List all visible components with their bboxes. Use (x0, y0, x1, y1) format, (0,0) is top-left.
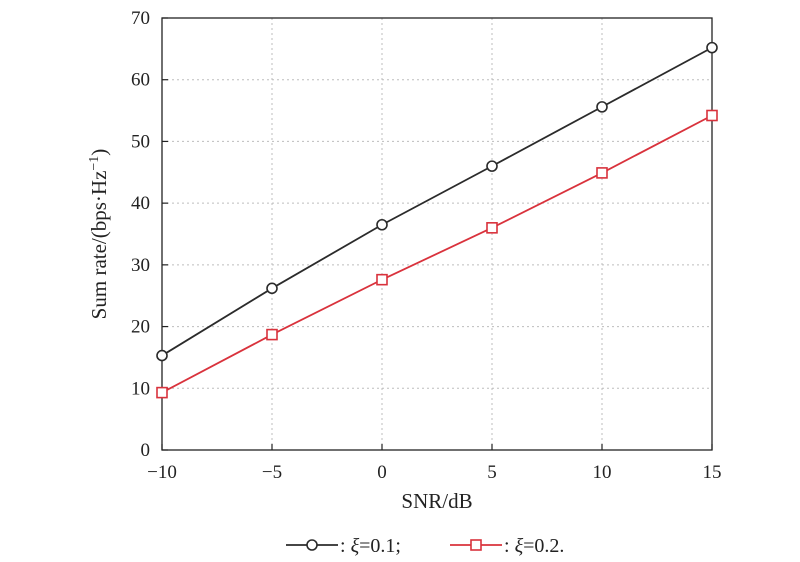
series-1-point (596, 101, 608, 113)
series-1-point (486, 160, 498, 172)
x-tick-label: 10 (593, 462, 612, 483)
series-2-point (486, 222, 498, 234)
series-2-point (156, 386, 168, 399)
series-2-point (376, 273, 388, 286)
x-tick-label: 5 (487, 462, 497, 483)
y-axis-title: Sum rate/(bps·Hz−1) (87, 149, 111, 320)
legend: : ξ=0.1; : ξ=0.2. (286, 535, 564, 557)
series-line-1 (161, 46, 713, 357)
series-1-point (266, 282, 278, 295)
x-tick-label: 15 (703, 462, 722, 483)
legend-label-2: : ξ=0.2. (504, 535, 564, 557)
legend-value-1: =0.1; (359, 535, 401, 557)
series-1-point (376, 218, 388, 231)
legend-symbol-1: ξ (351, 535, 360, 557)
series-line-2 (161, 114, 713, 394)
series-group (156, 41, 718, 399)
legend-entry-2: : ξ=0.2. (450, 535, 564, 557)
legend-value-2: =0.2. (523, 535, 564, 557)
y-tick-label: 20 (131, 317, 150, 338)
y-tick-label: 40 (131, 193, 150, 214)
x-tick-label: −5 (262, 462, 282, 483)
y-tick-label: 50 (131, 131, 150, 152)
plot-frame (161, 17, 713, 451)
series-1-point (156, 349, 168, 362)
legend-marker-1 (306, 539, 318, 551)
y-tick-label: 30 (131, 255, 150, 276)
legend-label-1: : ξ=0.1; (340, 535, 401, 557)
y-axis-title-sup: −1 (87, 156, 102, 171)
series-2-point (706, 109, 718, 122)
x-tick-label: −10 (147, 462, 177, 483)
grid (162, 18, 712, 450)
series-1-point (706, 41, 718, 54)
x-tick-label: 0 (377, 462, 387, 483)
legend-symbol-2: ξ (515, 535, 524, 557)
legend-prefix-1: : (340, 535, 351, 557)
y-axis-title-close: ) (87, 149, 111, 156)
series-2-point (596, 167, 608, 179)
legend-prefix-2: : (504, 535, 515, 557)
series-2-point (266, 328, 278, 341)
y-tick-label: 60 (131, 70, 150, 91)
legend-entry-1: : ξ=0.1; (286, 535, 401, 557)
x-axis-title: SNR/dB (401, 489, 472, 513)
y-tick-label: 10 (131, 378, 150, 399)
y-axis-title-main: Sum rate/(bps·Hz (87, 171, 111, 320)
legend-marker-2 (470, 539, 482, 551)
y-tick-label: 0 (141, 440, 151, 461)
y-tick-label: 70 (131, 8, 150, 29)
